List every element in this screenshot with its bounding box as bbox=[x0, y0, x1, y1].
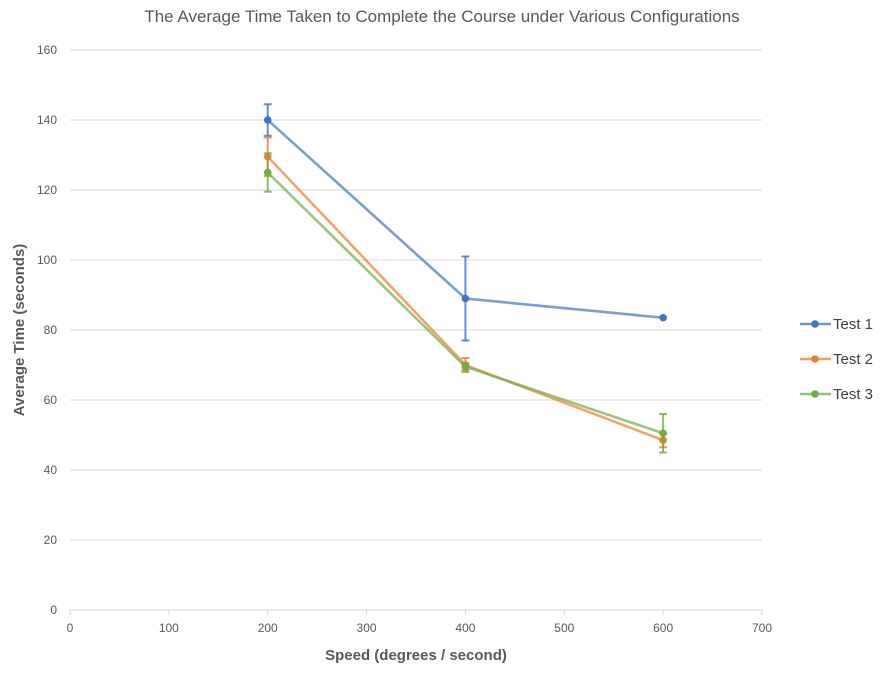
y-tick-label: 120 bbox=[37, 183, 57, 197]
plot-area bbox=[263, 103, 668, 454]
x-tick-label: 400 bbox=[455, 621, 475, 635]
data-point bbox=[659, 313, 667, 322]
y-tick-label: 140 bbox=[37, 113, 57, 127]
legend-item: Test 1 bbox=[800, 316, 873, 333]
x-tick-label: 500 bbox=[554, 621, 574, 635]
data-point bbox=[461, 294, 470, 303]
y-tick-label: 20 bbox=[44, 533, 58, 547]
x-tick-label: 100 bbox=[159, 621, 179, 635]
data-point bbox=[461, 362, 470, 371]
y-axis-label: Average Time (seconds) bbox=[11, 244, 28, 417]
legend-item: Test 3 bbox=[800, 386, 873, 403]
gridlines bbox=[69, 49, 763, 615]
data-point bbox=[659, 429, 667, 438]
x-tick-label: 600 bbox=[653, 621, 673, 635]
y-axis-ticks: 0 20 40 60 80 100 120 140 160 bbox=[37, 43, 57, 617]
legend-swatch-marker bbox=[811, 320, 819, 328]
legend-swatch-marker bbox=[811, 390, 819, 398]
x-axis-ticks: 0 100 200 300 400 500 600 700 bbox=[67, 621, 773, 635]
data-point bbox=[263, 168, 272, 177]
legend-label: Test 2 bbox=[833, 351, 873, 368]
x-tick-label: 300 bbox=[357, 621, 377, 635]
legend-label: Test 3 bbox=[833, 386, 873, 403]
series-3 bbox=[263, 152, 668, 454]
chart-title: The Average Time Taken to Complete the C… bbox=[144, 7, 739, 26]
x-tick-label: 0 bbox=[67, 621, 74, 635]
y-tick-label: 160 bbox=[37, 43, 57, 57]
legend: Test 1 Test 2 Test 3 bbox=[800, 316, 873, 403]
y-tick-label: 100 bbox=[37, 253, 57, 267]
y-tick-label: 40 bbox=[44, 463, 58, 477]
data-point bbox=[263, 116, 272, 124]
legend-swatch-marker bbox=[811, 355, 819, 363]
y-tick-label: 60 bbox=[44, 393, 58, 407]
legend-item: Test 2 bbox=[800, 351, 873, 368]
y-tick-label: 80 bbox=[44, 323, 58, 337]
x-tick-label: 200 bbox=[258, 621, 278, 635]
y-tick-label: 0 bbox=[50, 603, 57, 617]
x-tick-label: 700 bbox=[752, 621, 772, 635]
series-1 bbox=[263, 103, 667, 342]
x-axis-label: Speed (degrees / second) bbox=[325, 647, 507, 664]
legend-label: Test 1 bbox=[833, 316, 873, 333]
